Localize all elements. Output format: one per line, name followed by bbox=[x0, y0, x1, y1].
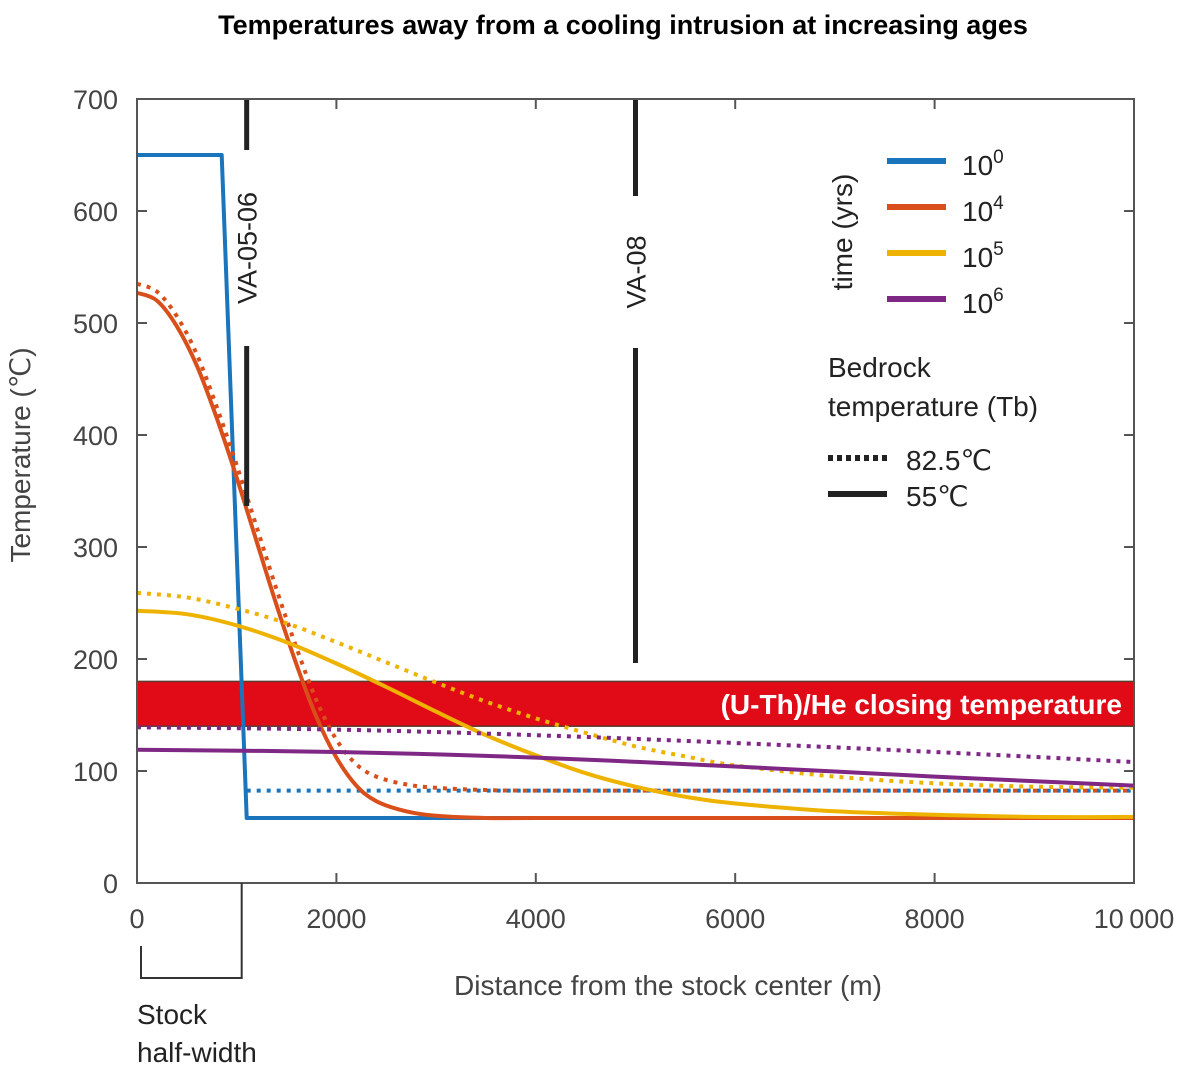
legend-label-base: 10 bbox=[962, 288, 993, 319]
legend-label-tb-dotted: 82.5℃ bbox=[906, 445, 992, 476]
x-tick-label: 6000 bbox=[705, 904, 765, 934]
legend-label-10e5: 105 bbox=[962, 239, 1004, 273]
closing-temperature-band bbox=[136, 680, 1135, 727]
sample-layer: VA-05-06 VA-08 bbox=[233, 99, 652, 663]
series-line-10e6-tb55 bbox=[137, 747, 1134, 788]
y-axis-label: Temperature (℃) bbox=[5, 347, 36, 562]
legend-tb-title-line1: Bedrock bbox=[828, 352, 932, 383]
x-tick-label: 4000 bbox=[506, 904, 566, 934]
x-tick-label: 2000 bbox=[306, 904, 366, 934]
stock-label-line2: half-width bbox=[137, 1037, 257, 1068]
legend-label-base: 10 bbox=[962, 196, 993, 227]
legend: time (yrs)100104105106Bedrocktemperature… bbox=[827, 147, 1038, 512]
x-axis: 0 2000 4000 6000 8000 10 000 bbox=[129, 99, 1174, 934]
stock-bracket bbox=[140, 883, 243, 979]
stock-half-width-annotation: Stock half-width bbox=[137, 883, 257, 1068]
series-line-10e5-tb55 bbox=[137, 608, 1134, 820]
legend-label-base: 10 bbox=[962, 150, 993, 181]
legend-label-exponent: 0 bbox=[993, 147, 1004, 168]
x-tick-label: 10 000 bbox=[1094, 904, 1175, 934]
y-tick-label: 700 bbox=[73, 85, 118, 115]
series-line-10e4-tb55 bbox=[137, 290, 1134, 821]
stock-label-line1: Stock bbox=[137, 999, 208, 1030]
sample-marker-va-08-label: VA-08 bbox=[622, 235, 652, 308]
sample-marker-va-05-06-label: VA-05-06 bbox=[233, 192, 263, 304]
legend-label-tb-solid: 55℃ bbox=[906, 481, 969, 512]
legend-tb-title-line2: temperature (Tb) bbox=[828, 391, 1038, 422]
legend-label-exponent: 4 bbox=[993, 193, 1004, 214]
series-line-10e6-tb82-5 bbox=[137, 725, 1134, 764]
series-line-10e4-tb82-5 bbox=[137, 281, 1134, 793]
y-tick-label: 200 bbox=[73, 645, 118, 675]
plot-frame bbox=[136, 98, 1135, 884]
y-tick-label: 500 bbox=[73, 309, 118, 339]
x-tick-label: 0 bbox=[129, 904, 144, 934]
closing-band-layer: (U-Th)/He closing temperature bbox=[136, 680, 1135, 727]
y-tick-label: 600 bbox=[73, 197, 118, 227]
legend-label-exponent: 6 bbox=[993, 285, 1004, 306]
y-tick-label: 400 bbox=[73, 421, 118, 451]
y-tick-label: 0 bbox=[103, 869, 118, 899]
legend-label-exponent: 5 bbox=[993, 239, 1004, 260]
y-tick-label: 100 bbox=[73, 757, 118, 787]
closing-band-label: (U-Th)/He closing temperature bbox=[721, 689, 1122, 720]
x-axis-label: Distance from the stock center (m) bbox=[454, 970, 882, 1001]
legend-label-10e0: 100 bbox=[962, 147, 1004, 181]
legend-label-base: 10 bbox=[962, 242, 993, 273]
series-line-10e5-tb82-5 bbox=[137, 590, 1134, 790]
x-tick-label: 8000 bbox=[905, 904, 965, 934]
chart-title: Temperatures away from a cooling intrusi… bbox=[218, 10, 1028, 40]
legend-label-10e4: 104 bbox=[962, 193, 1004, 227]
legend-label-10e6: 106 bbox=[962, 285, 1004, 319]
y-tick-label: 300 bbox=[73, 533, 118, 563]
series-layer bbox=[137, 153, 1134, 821]
legend-time-title: time (yrs) bbox=[827, 174, 858, 291]
